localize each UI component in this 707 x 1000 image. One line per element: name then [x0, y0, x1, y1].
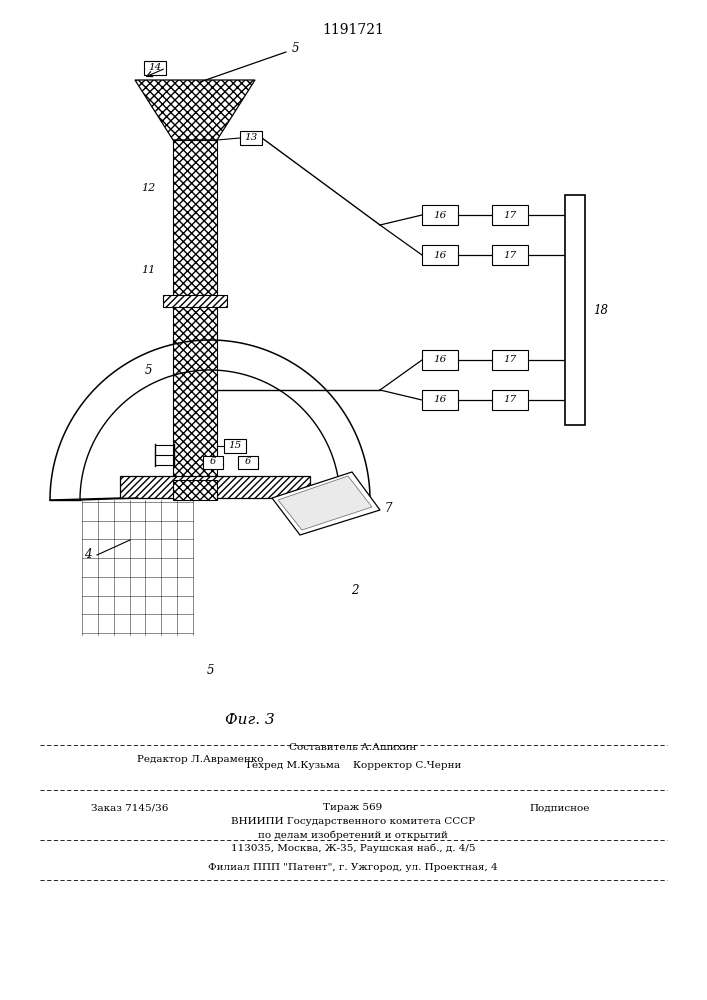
Bar	[163, 295, 227, 307]
Bar	[203, 456, 223, 468]
Text: 2: 2	[351, 584, 358, 596]
Text: 12: 12	[141, 183, 155, 193]
Text: 4: 4	[84, 548, 92, 562]
Text: 13: 13	[245, 133, 257, 142]
Bar	[492, 245, 528, 265]
Text: 5: 5	[291, 41, 299, 54]
Text: 17: 17	[503, 356, 517, 364]
Text: 16: 16	[433, 211, 447, 220]
Bar	[492, 350, 528, 370]
Text: Заказ 7145/36: Заказ 7145/36	[91, 804, 169, 812]
Text: 17: 17	[503, 211, 517, 220]
Text: Подписное: Подписное	[530, 804, 590, 812]
Text: 15: 15	[228, 442, 242, 450]
Text: 7: 7	[384, 502, 392, 514]
Text: 11: 11	[141, 265, 155, 275]
Bar	[565, 195, 585, 425]
Text: Составитель А.Ашихин: Составитель А.Ашихин	[289, 744, 416, 752]
Bar	[422, 245, 458, 265]
Text: Техред М.Кузьма    Корректор С.Черни: Техред М.Кузьма Корректор С.Черни	[245, 762, 461, 770]
Bar	[120, 476, 310, 498]
Text: ВНИИПИ Государственного комитета СССР: ВНИИПИ Государственного комитета СССР	[231, 818, 475, 826]
Text: Фиг. 3: Фиг. 3	[225, 713, 275, 727]
Bar	[144, 61, 166, 75]
Text: 18: 18	[593, 304, 608, 316]
Bar	[240, 131, 262, 145]
Text: 6: 6	[210, 458, 216, 466]
Text: Тираж 569: Тираж 569	[323, 804, 382, 812]
Text: 14: 14	[148, 64, 162, 73]
Bar	[492, 390, 528, 410]
Text: 1191721: 1191721	[322, 23, 384, 37]
Bar	[492, 205, 528, 225]
Text: 16: 16	[433, 356, 447, 364]
Text: 16: 16	[433, 250, 447, 259]
Text: 17: 17	[503, 250, 517, 259]
Text: 17: 17	[503, 395, 517, 404]
Polygon shape	[135, 80, 255, 140]
Bar	[173, 480, 217, 500]
Text: 16: 16	[433, 395, 447, 404]
Polygon shape	[272, 472, 380, 535]
Bar	[422, 390, 458, 410]
Bar	[422, 350, 458, 370]
Text: 5: 5	[144, 363, 152, 376]
Bar	[224, 439, 246, 453]
Bar	[173, 140, 217, 480]
Text: 5: 5	[206, 664, 214, 676]
Text: 6: 6	[245, 458, 251, 466]
Bar	[422, 205, 458, 225]
Bar	[238, 456, 258, 468]
Text: 113035, Москва, Ж-35, Раушская наб., д. 4/5: 113035, Москва, Ж-35, Раушская наб., д. …	[230, 843, 475, 853]
Text: по делам изобретений и открытий: по делам изобретений и открытий	[258, 830, 448, 840]
Text: Редактор Л.Авраменко: Редактор Л.Авраменко	[136, 756, 263, 764]
Text: Филиал ППП "Патент", г. Ужгород, ул. Проектная, 4: Филиал ППП "Патент", г. Ужгород, ул. Про…	[208, 863, 498, 872]
Polygon shape	[278, 476, 372, 530]
